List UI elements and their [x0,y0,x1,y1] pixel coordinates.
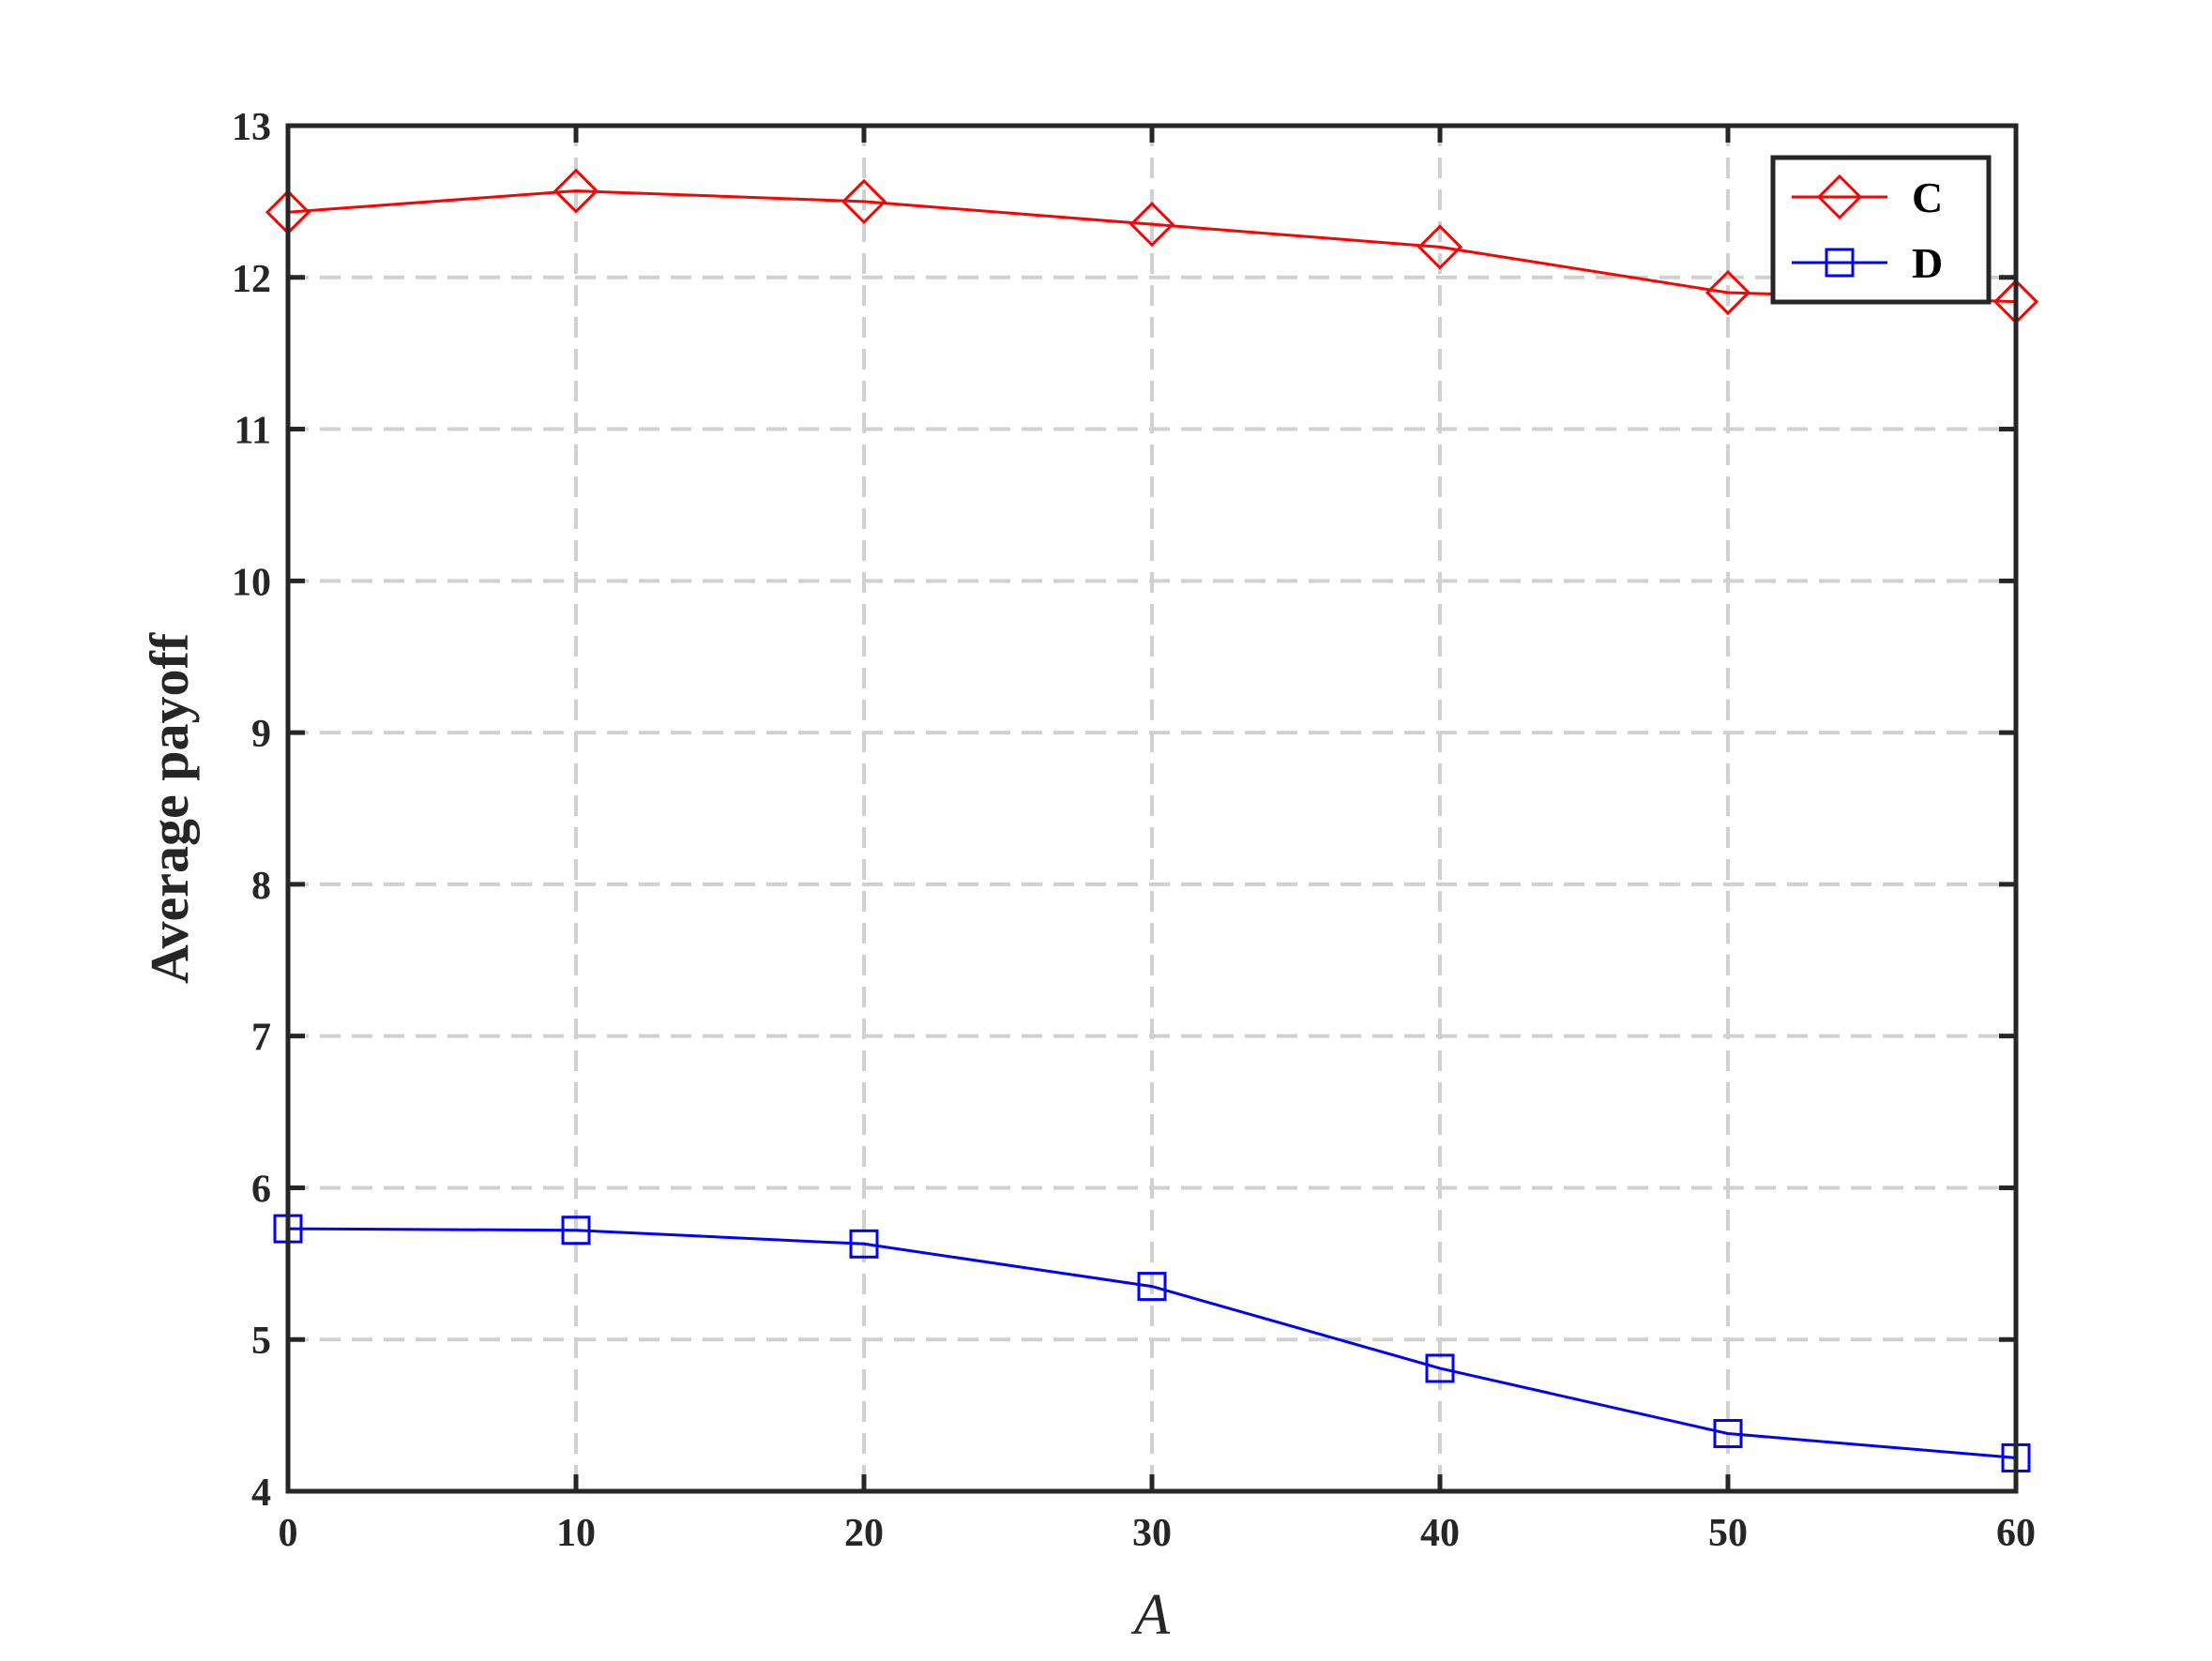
x-tick-label: 60 [1996,1512,2036,1555]
data-point-d [849,1229,879,1259]
data-point-d [561,1216,591,1246]
y-tick-label: 6 [251,1168,271,1211]
y-tick-label: 13 [232,106,271,149]
y-tick-label: 8 [251,865,271,908]
data-point-c [553,168,599,214]
legend-box [1770,155,1992,305]
data-point-d [1425,1353,1455,1383]
series-line-d [287,1227,2017,1459]
x-tick-label: 10 [556,1512,596,1555]
data-point-d [1713,1419,1743,1449]
y-tick-label: 11 [234,410,271,453]
y-tick-label: 9 [251,713,271,756]
y-tick-label: 7 [251,1017,271,1060]
legend-item-c: C [1792,174,1943,221]
x-tick-label: 30 [1132,1512,1172,1555]
legend-marker [1816,174,1863,220]
series-line-c [287,189,2017,304]
data-point-c [1417,224,1463,270]
y-tick-label: 5 [251,1320,271,1363]
ticks [285,123,2019,1494]
y-axis-label: Average payoff [139,632,200,984]
data-point-c [1704,269,1751,316]
legend-item-d: D [1792,239,1943,287]
data-point-d [1137,1272,1167,1302]
tick-labels: 0 10 20 30 40 50 60 4 5 6 7 8 9 10 11 12 13 [232,106,2036,1555]
data-point-c [841,178,887,225]
legend-label: D [1912,239,1943,287]
data-point-c [1129,202,1175,248]
legend-marker [1825,248,1855,278]
grid [288,126,2016,1491]
y-tick-label: 10 [232,561,271,604]
x-tick-label: 20 [844,1512,884,1555]
y-tick-label: 12 [232,258,271,301]
x-tick-label: 40 [1420,1512,1460,1555]
x-tick-label: 0 [279,1512,298,1555]
y-tick-label: 4 [251,1472,271,1515]
legend: CD [1770,155,1992,305]
x-axis-label: A [1130,1583,1171,1647]
legend-label: C [1912,174,1943,221]
x-tick-label: 50 [1708,1512,1748,1555]
